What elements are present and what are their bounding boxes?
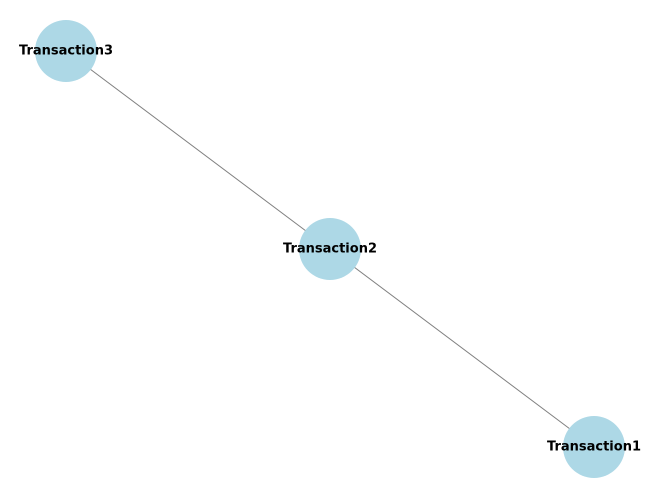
node-label: Transaction1	[547, 440, 641, 455]
node-circle[interactable]	[35, 20, 97, 82]
node-transaction3[interactable]: Transaction3	[19, 20, 113, 82]
node-circle[interactable]	[299, 218, 361, 280]
nodes-layer: Transaction1 Transaction2 Transaction3	[19, 20, 641, 478]
node-label: Transaction2	[283, 242, 377, 257]
node-transaction1[interactable]: Transaction1	[547, 416, 641, 478]
edge-transaction1-transaction2	[329, 248, 595, 448]
node-transaction2[interactable]: Transaction2	[283, 218, 377, 280]
node-label: Transaction3	[19, 44, 113, 59]
edges-layer	[65, 50, 595, 448]
edge-transaction2-transaction3	[65, 50, 331, 250]
node-circle[interactable]	[563, 416, 625, 478]
